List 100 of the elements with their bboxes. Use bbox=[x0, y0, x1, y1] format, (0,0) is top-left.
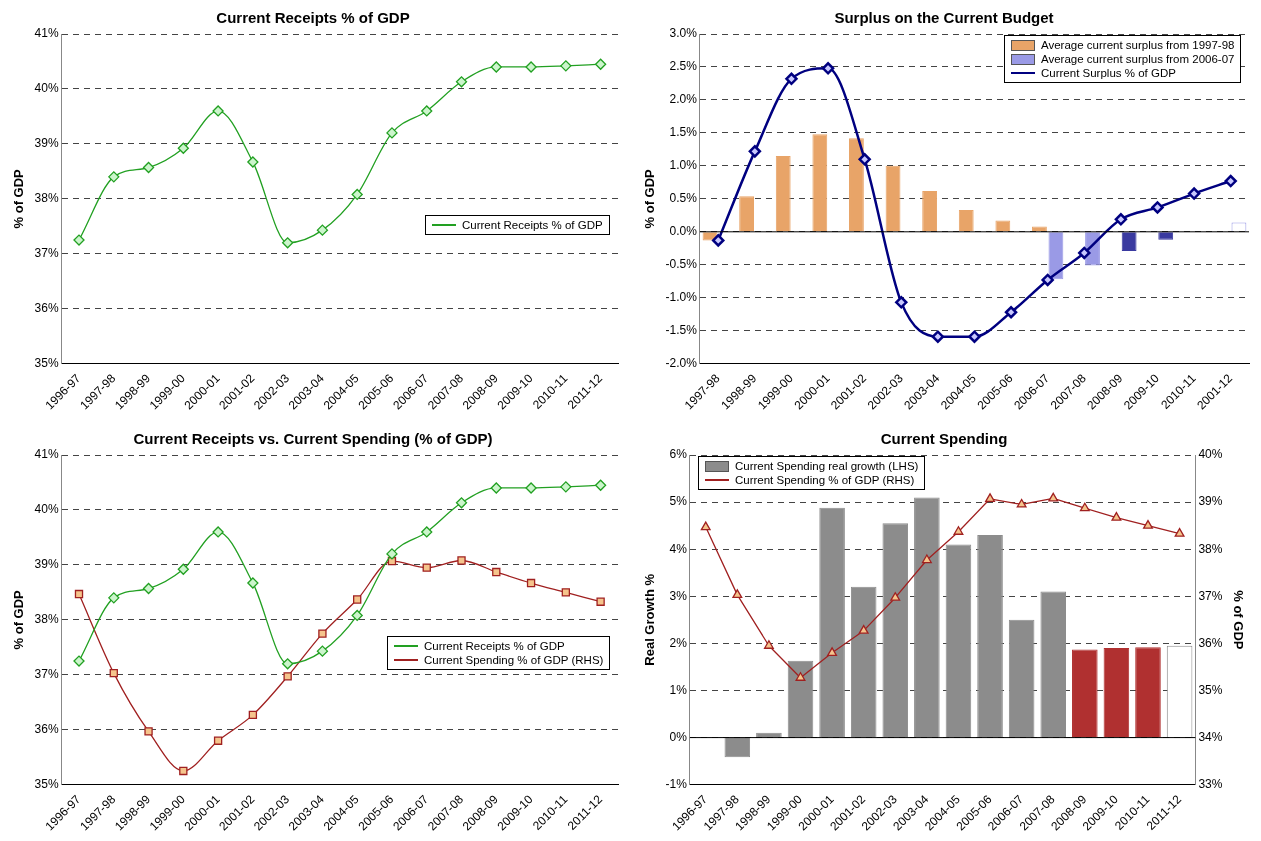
point bbox=[560, 60, 572, 72]
y-axis-title: % of GDP bbox=[642, 168, 658, 229]
bar bbox=[787, 660, 814, 738]
chart-title: Surplus on the Current Budget bbox=[834, 9, 1054, 27]
point bbox=[953, 526, 964, 535]
y-tick-label: 3.0% bbox=[669, 26, 698, 41]
point bbox=[386, 548, 398, 560]
bar bbox=[724, 738, 751, 758]
y2-tick-label: 38% bbox=[1198, 541, 1223, 556]
legend-label: Average current surplus from 1997-98 bbox=[1041, 39, 1235, 51]
y-tick-label: 39% bbox=[34, 136, 59, 151]
bar bbox=[914, 497, 940, 738]
point bbox=[594, 479, 607, 491]
y-tick-label: -1.0% bbox=[665, 290, 698, 305]
bar bbox=[775, 155, 791, 232]
point bbox=[858, 625, 869, 634]
bar bbox=[819, 507, 845, 738]
y2-tick-label: 35% bbox=[1198, 682, 1223, 697]
y-tick-label: 37% bbox=[34, 667, 59, 682]
point bbox=[179, 766, 188, 776]
y-tick-label: 0.5% bbox=[669, 191, 698, 206]
y-tick-label: 35% bbox=[34, 355, 59, 370]
y-tick-label: 6% bbox=[669, 447, 688, 462]
y-tick-label: 41% bbox=[34, 26, 59, 41]
y2-tick-label: 36% bbox=[1198, 635, 1223, 650]
point bbox=[248, 710, 258, 720]
bar bbox=[849, 138, 864, 232]
y-tick-label: 3% bbox=[669, 588, 688, 603]
bar bbox=[922, 190, 938, 232]
point bbox=[795, 672, 806, 681]
point bbox=[1224, 174, 1237, 188]
y2-tick-label: 34% bbox=[1198, 729, 1223, 744]
bar bbox=[756, 732, 782, 738]
bar bbox=[958, 210, 974, 232]
point bbox=[108, 592, 120, 604]
bar bbox=[1158, 232, 1174, 240]
point bbox=[748, 145, 762, 158]
point bbox=[74, 589, 84, 599]
point bbox=[858, 153, 871, 166]
y-tick-label: 5% bbox=[669, 494, 688, 509]
point bbox=[1016, 498, 1027, 508]
point bbox=[525, 61, 537, 73]
point bbox=[525, 482, 537, 494]
bar bbox=[1008, 619, 1035, 738]
bar bbox=[812, 134, 828, 232]
y-tick-label: 35% bbox=[34, 776, 59, 791]
point bbox=[785, 72, 798, 86]
bar bbox=[977, 535, 1003, 738]
y-tick-label: 40% bbox=[34, 502, 59, 517]
bar bbox=[885, 165, 901, 232]
bar bbox=[1135, 647, 1161, 738]
point bbox=[596, 597, 605, 606]
bar bbox=[1072, 649, 1098, 738]
legend-label: Current Spending real growth (LHS) bbox=[734, 460, 919, 472]
point bbox=[455, 497, 468, 509]
bar bbox=[1040, 591, 1067, 738]
point bbox=[921, 554, 932, 564]
point bbox=[1004, 306, 1018, 319]
y-tick-label: -1.5% bbox=[665, 323, 698, 338]
point bbox=[1151, 201, 1164, 214]
point bbox=[213, 736, 223, 745]
point bbox=[144, 727, 153, 736]
point bbox=[763, 640, 774, 649]
point bbox=[455, 76, 468, 88]
point bbox=[968, 330, 981, 343]
point bbox=[526, 578, 536, 588]
point bbox=[386, 127, 398, 139]
y-axis-title: Real Growth % bbox=[642, 573, 658, 666]
y-tick-label: 39% bbox=[34, 557, 59, 572]
bar bbox=[850, 586, 877, 738]
point bbox=[316, 224, 329, 236]
y-tick-label: -2.0% bbox=[665, 355, 698, 370]
y2-tick-label: 40% bbox=[1198, 447, 1223, 462]
point bbox=[895, 296, 908, 309]
bar bbox=[882, 523, 909, 738]
point bbox=[457, 556, 466, 565]
point bbox=[827, 647, 838, 656]
y-tick-label: -1% bbox=[665, 776, 688, 791]
point bbox=[931, 330, 945, 343]
point bbox=[1111, 511, 1122, 521]
bar bbox=[945, 544, 972, 738]
legend-label: Current Surplus % of GDP bbox=[1041, 67, 1176, 79]
point bbox=[560, 481, 572, 493]
y-axis-title: % of GDP bbox=[11, 168, 27, 229]
point bbox=[177, 142, 189, 154]
point bbox=[421, 526, 433, 538]
point bbox=[142, 582, 155, 595]
chart-title: Current Receipts % of GDP bbox=[216, 9, 410, 27]
point bbox=[109, 668, 118, 678]
point bbox=[353, 595, 362, 604]
legend-label: Average current surplus from 2006-07 bbox=[1041, 53, 1235, 65]
y-tick-label: 0% bbox=[669, 729, 688, 744]
y2-tick-label: 33% bbox=[1198, 776, 1223, 791]
y-tick-label: 2% bbox=[669, 635, 688, 650]
point bbox=[282, 237, 294, 249]
y-tick-label: 38% bbox=[34, 612, 59, 627]
point bbox=[821, 62, 835, 75]
point bbox=[283, 672, 292, 681]
point bbox=[561, 588, 571, 597]
point bbox=[421, 105, 433, 117]
